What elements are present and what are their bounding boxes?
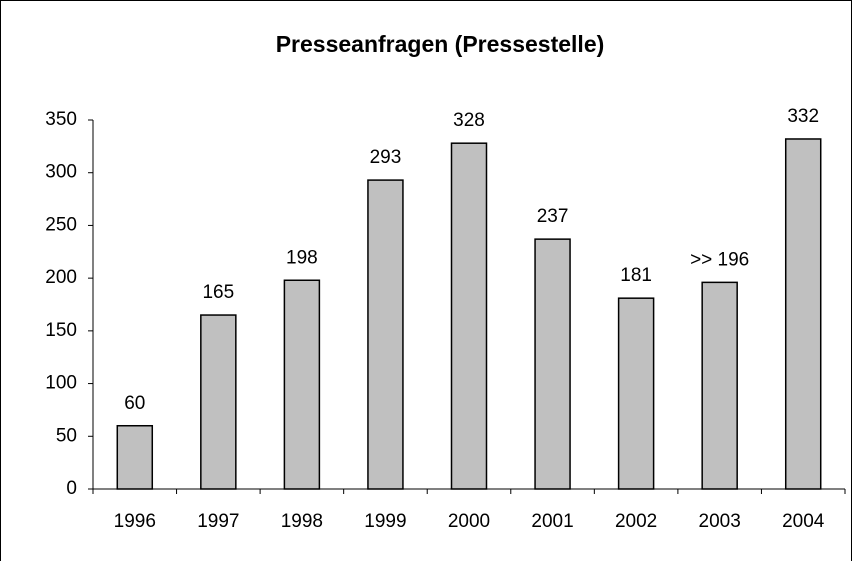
y-tick-label: 0 — [66, 478, 77, 499]
x-tick-label: 1998 — [281, 511, 323, 532]
bar — [701, 281, 738, 490]
y-tick-label: 300 — [45, 162, 77, 183]
y-tick-label: 50 — [56, 425, 77, 446]
value-label: 198 — [286, 247, 318, 268]
y-tick-label: 100 — [45, 373, 77, 394]
bar — [534, 238, 571, 490]
x-tick-label: 1999 — [364, 511, 406, 532]
bar — [200, 314, 237, 490]
x-tick-label: 2004 — [782, 511, 825, 532]
chart-title: Presseanfragen (Pressestelle) — [276, 31, 605, 57]
value-label: 237 — [537, 206, 569, 227]
value-label: 60 — [124, 393, 145, 414]
bar — [784, 138, 822, 490]
bar — [283, 279, 321, 490]
value-label: 328 — [453, 110, 485, 131]
bar — [450, 142, 488, 490]
x-tick-label: 1996 — [114, 511, 156, 532]
x-tick-label: 2001 — [531, 511, 573, 532]
value-label: 181 — [620, 265, 652, 286]
value-label: 332 — [787, 106, 819, 127]
value-label: 165 — [202, 282, 234, 303]
value-label: >> 196 — [690, 249, 749, 270]
x-tick-label: 2000 — [448, 511, 490, 532]
y-tick-label: 200 — [45, 267, 77, 288]
x-tick-label: 1997 — [197, 511, 239, 532]
bar — [116, 424, 154, 490]
y-tick-label: 250 — [45, 214, 77, 235]
x-tick-label: 2003 — [699, 511, 741, 532]
bar — [367, 179, 404, 490]
value-label: 293 — [370, 147, 402, 168]
y-tick-label: 350 — [45, 109, 77, 130]
y-tick-label: 150 — [45, 320, 77, 341]
x-tick-label: 2002 — [615, 511, 657, 532]
bar — [617, 297, 655, 490]
